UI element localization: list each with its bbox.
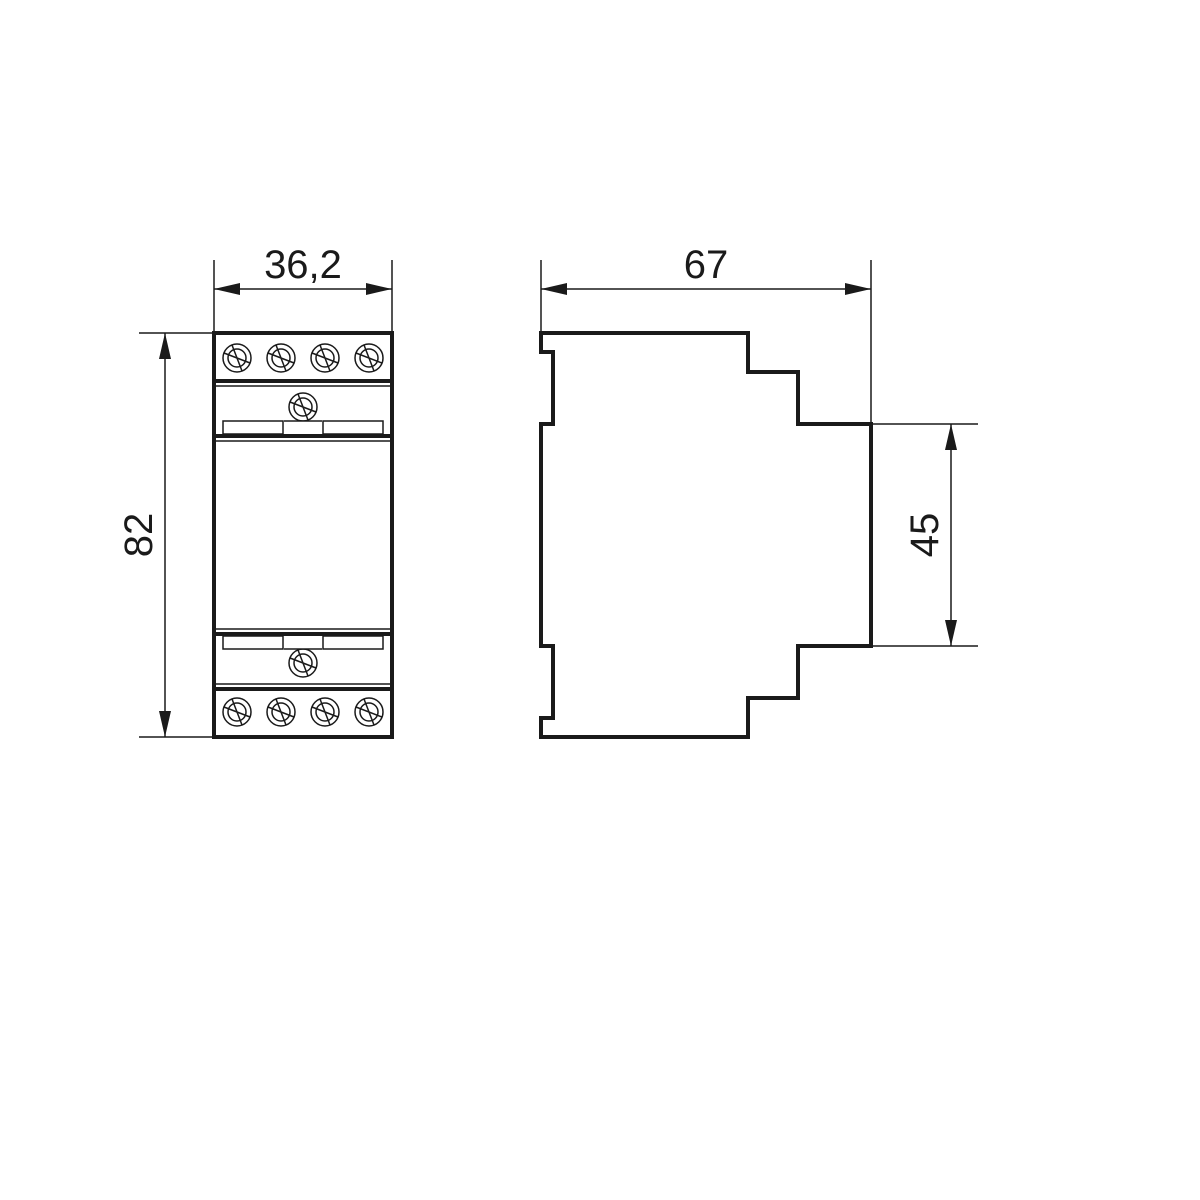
- dimension-label: 45: [903, 513, 947, 558]
- side-view: [541, 333, 871, 737]
- screw-icon: [223, 344, 251, 372]
- top-screws: [223, 344, 383, 372]
- screw-icon: [267, 344, 295, 372]
- screw-icon: [355, 344, 383, 372]
- bottom-screws: [223, 698, 383, 726]
- center-top-screw: [289, 393, 317, 421]
- dimension-label: 82: [117, 513, 161, 558]
- screw-icon: [355, 698, 383, 726]
- technical-drawing: 36,2 67 82 45: [0, 0, 1200, 1200]
- dimension-label: 67: [684, 243, 729, 287]
- screw-icon: [311, 698, 339, 726]
- screw-icon: [267, 698, 295, 726]
- screw-icon: [311, 344, 339, 372]
- dimension-label: 36,2: [264, 243, 342, 287]
- center-bottom-screw: [289, 649, 317, 677]
- front-view: [214, 333, 392, 737]
- screw-icon: [223, 698, 251, 726]
- dimension-width-front: 36,2: [214, 243, 392, 333]
- dimension-height-front: 82: [117, 333, 214, 737]
- dimension-mount-side: 45: [871, 424, 978, 646]
